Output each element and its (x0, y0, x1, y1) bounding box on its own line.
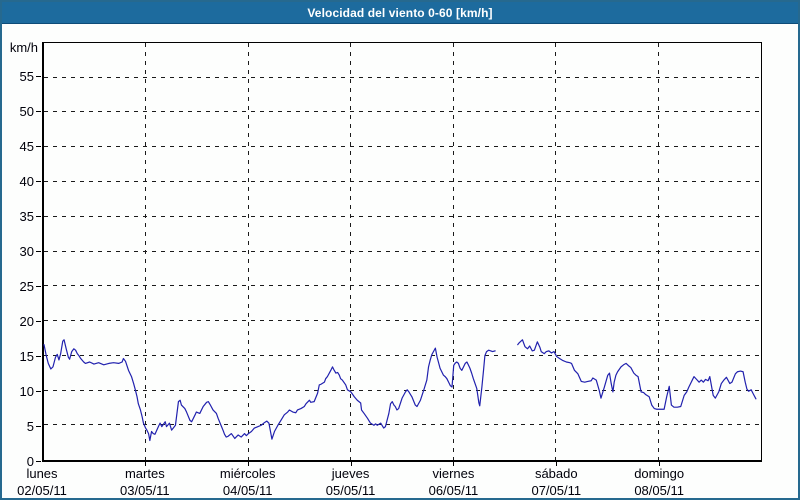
gridline-v-day-3 (350, 43, 352, 460)
day-name: sábado (534, 466, 578, 481)
x-tick-mark-day-3 (350, 462, 352, 466)
gridline-h-25 (44, 285, 761, 287)
y-tick-label-40: 40 (19, 173, 34, 189)
y-tick-label-15: 15 (19, 349, 34, 364)
y-tick-label-25: 25 (19, 278, 34, 294)
day-date: 02/05/11 (17, 483, 67, 498)
gridline-h-30 (44, 250, 761, 252)
y-tick-mark-5 (36, 425, 41, 427)
title-bar: Velocidad del viento 0-60 [km/h] (2, 2, 798, 24)
x-tick-mark-day-4 (453, 462, 455, 466)
gridline-h-45 (44, 146, 761, 148)
x-day-label-sábado: sábado 07/05/11 (531, 465, 582, 498)
gridline-v-day-2 (247, 43, 249, 460)
day-date: 08/05/11 (634, 483, 684, 498)
y-tick-mark-40 (36, 180, 41, 182)
y-tick-label-35: 35 (19, 209, 34, 224)
gridline-h-55 (44, 76, 761, 78)
y-tick-label-50: 50 (19, 103, 34, 119)
wind-speed-series (44, 43, 761, 460)
y-tick-mark-45 (36, 146, 41, 147)
x-tick-mark-day-6 (659, 462, 661, 466)
y-tick-label-30: 30 (19, 244, 34, 259)
y-tick-mark-0 (36, 461, 41, 462)
day-date: 03/05/11 (120, 483, 170, 498)
x-day-label-martes: martes 03/05/11 (120, 465, 170, 498)
y-tick-label-55: 55 (19, 68, 34, 84)
y-axis-unit-label: km/h (9, 40, 38, 55)
day-date: 06/05/11 (428, 483, 479, 498)
gridline-h-35 (44, 215, 761, 217)
gridline-h-5 (44, 424, 761, 426)
day-date: 07/05/11 (531, 483, 582, 498)
y-tick-mark-25 (36, 285, 41, 287)
gridline-h-20 (44, 319, 761, 321)
day-date: 05/05/11 (325, 483, 376, 498)
gridline-h-40 (44, 180, 761, 182)
x-axis: lunes 02/05/11 martes 03/05/11 miércoles 04/0… (2, 462, 798, 498)
day-name: martes (124, 466, 165, 481)
gridline-v-day-5 (555, 43, 557, 460)
y-tick-label-10: 10 (19, 384, 34, 399)
gridline-h-50 (44, 111, 761, 113)
x-day-label-jueves: jueves 05/05/11 (325, 465, 376, 498)
y-axis: 0 5 10 15 20 25 30 35 40 45 50 55 (2, 42, 42, 469)
x-day-label-lunes: lunes 02/05/11 (17, 465, 67, 498)
wind-speed-line-segment-0 (44, 340, 495, 441)
gridline-v-day-4 (452, 43, 454, 460)
chart-title: Velocidad del viento 0-60 [km/h] (307, 5, 493, 20)
plot-area (42, 42, 762, 462)
day-date: 04/05/11 (222, 483, 273, 498)
x-tick-mark-day-5 (556, 462, 558, 466)
gridline-h-10 (44, 389, 761, 391)
y-tick-mark-20 (36, 320, 41, 322)
y-tick-mark-35 (36, 216, 41, 217)
grid (44, 43, 761, 460)
x-day-label-viernes: viernes 06/05/11 (428, 465, 479, 498)
day-name: lunes (26, 466, 58, 481)
gridline-v-day-1 (145, 43, 147, 460)
y-tick-mark-50 (36, 110, 41, 112)
x-tick-mark-day-2 (247, 462, 249, 466)
y-tick-label-45: 45 (19, 139, 34, 154)
gridline-h-15 (44, 354, 761, 356)
y-tick-mark-15 (36, 356, 41, 357)
day-name: miércoles (219, 466, 276, 481)
x-tick-mark-day-1 (144, 462, 146, 466)
wind-speed-line-segment-1 (518, 340, 756, 410)
x-day-label-miércoles: miércoles 04/05/11 (219, 465, 276, 498)
day-name: viernes (432, 466, 475, 481)
y-tick-label-0: 0 (26, 454, 34, 469)
chart-region: km/h 0 5 10 15 20 25 30 35 40 45 50 55 lunes 02/05/1… (2, 24, 798, 498)
y-tick-label-20: 20 (19, 313, 34, 329)
y-tick-mark-30 (36, 251, 41, 252)
y-tick-label-5: 5 (26, 418, 34, 434)
y-tick-mark-55 (36, 75, 41, 77)
gridline-v-day-6 (657, 43, 659, 460)
x-day-label-domingo: domingo 08/05/11 (634, 465, 685, 498)
day-name: jueves (331, 466, 370, 481)
day-name: domingo (634, 466, 685, 481)
y-tick-mark-10 (36, 391, 41, 392)
